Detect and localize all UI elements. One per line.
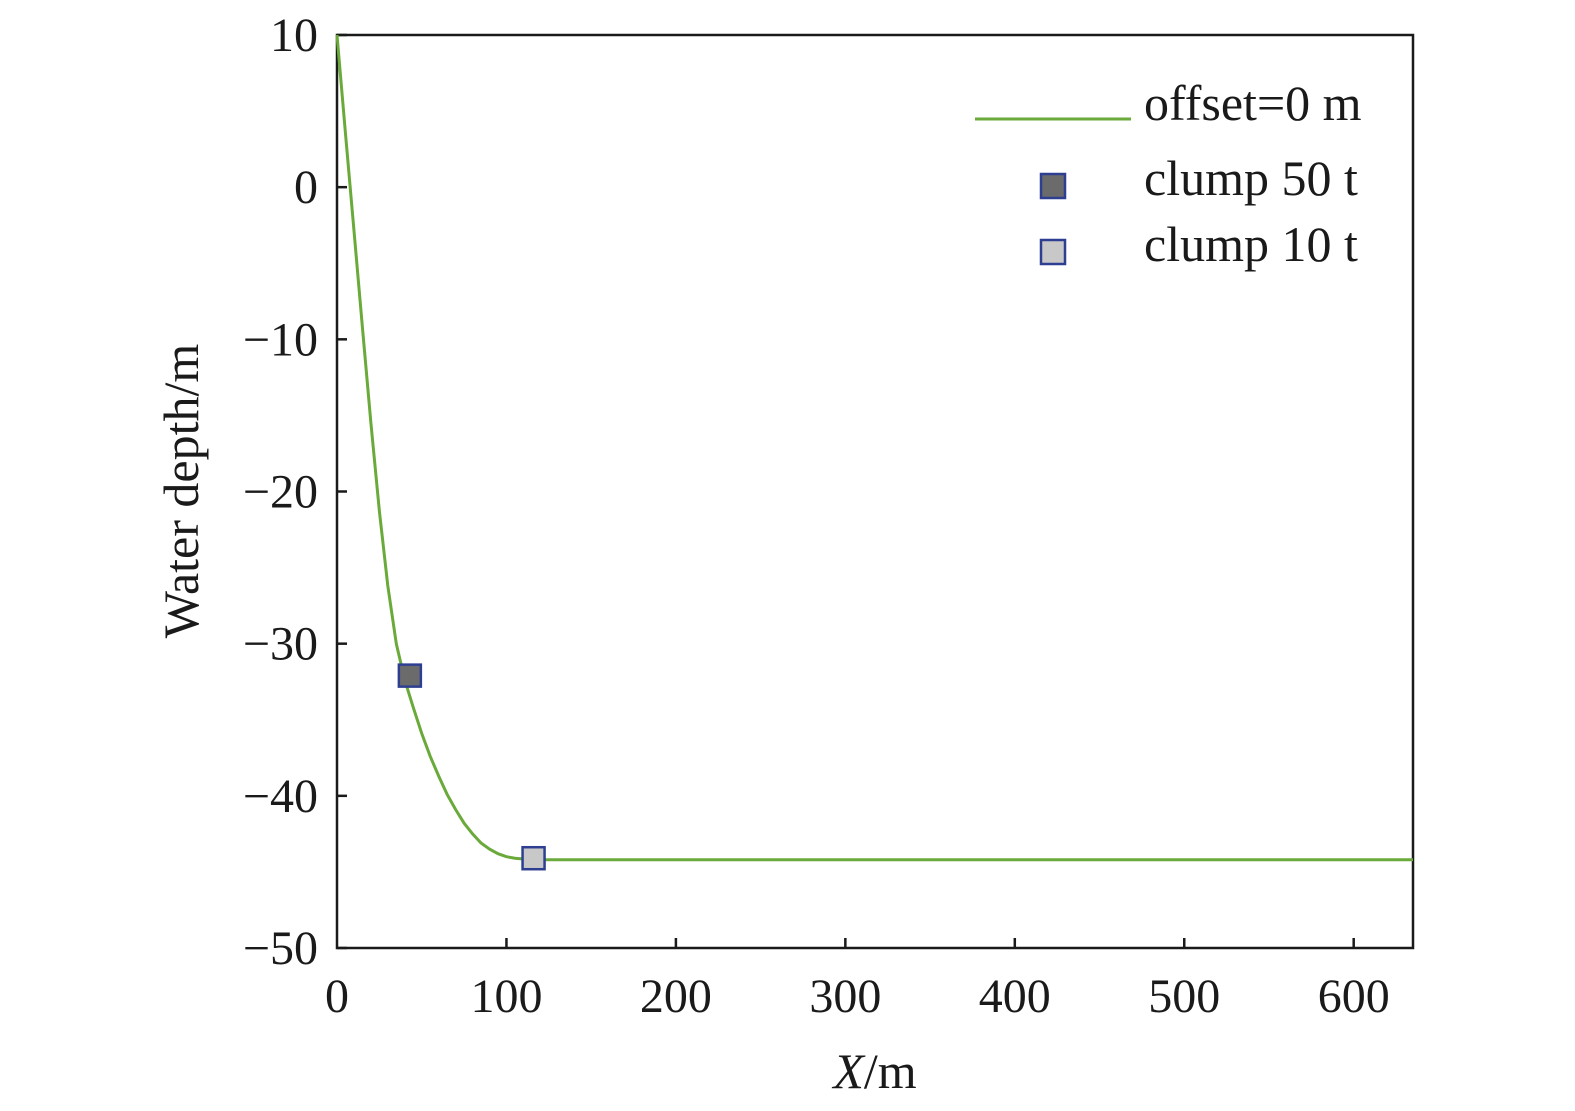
y-tick-label: −20 [243,466,318,519]
x-axis-title: X/m [831,1043,916,1099]
legend-label: clump 50 t [1144,150,1358,206]
y-axis: 10 0 −10 −20 −30 −40 −50 [243,9,347,975]
x-tick-label: 400 [979,970,1051,1023]
legend-marker-swatch [1039,172,1067,200]
y-tick-label: 0 [294,161,318,214]
series-layer [335,34,1413,871]
y-tick-label: −30 [243,618,318,671]
y-tick-label: 10 [270,9,318,62]
x-tick-label: 600 [1318,970,1390,1023]
x-tick-label: 0 [325,970,349,1023]
series-line-offset-0 [335,34,1413,862]
y-tick-label: −40 [243,770,318,823]
y-tick-label: −50 [243,922,318,975]
x-axis-title-unit: /m [864,1043,917,1099]
x-tick-label: 200 [640,970,712,1023]
marker-clump-50-t [397,663,423,688]
legend-label: offset=0 m [1144,75,1362,131]
x-tick-label: 500 [1148,970,1220,1023]
legend-marker-swatch [1039,238,1067,266]
y-tick-label: −10 [243,313,318,366]
marker-clump-10-t [521,845,546,871]
legend: offset=0 m clump 50 t clump 10 t [975,75,1362,272]
x-tick-label: 100 [470,970,542,1023]
x-axis: 0 100 200 300 400 500 600 [325,938,1390,1023]
legend-label: clump 10 t [1144,216,1358,272]
y-axis-title: Water depth/m [153,344,209,639]
x-tick-label: 300 [809,970,881,1023]
x-axis-title-italic: X [831,1043,866,1099]
